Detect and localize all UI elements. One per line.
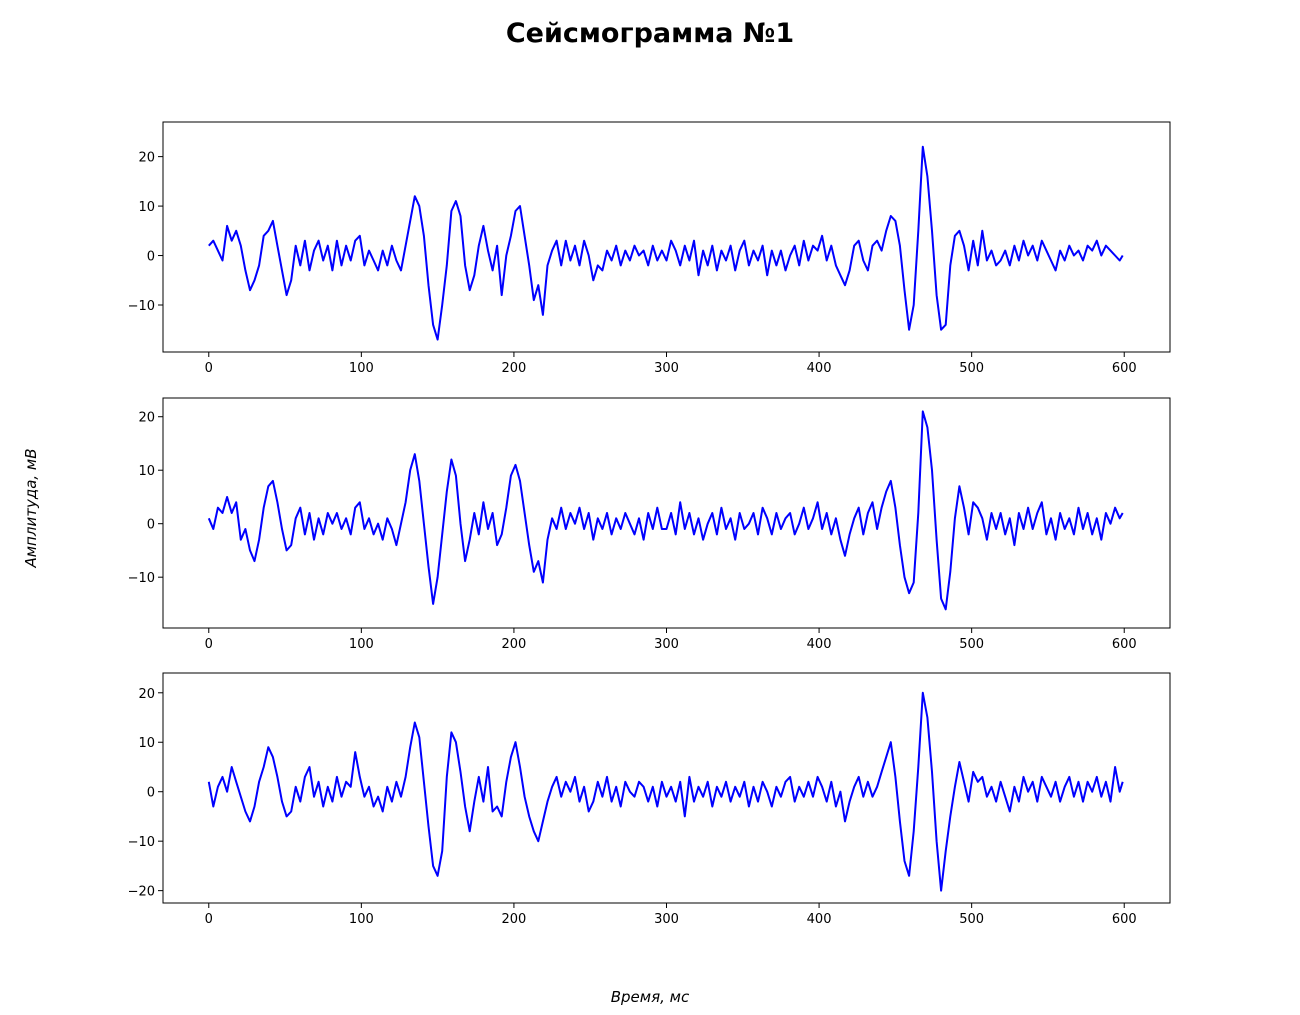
x-tick-label: 600 — [1112, 637, 1137, 652]
series-line-2 — [207, 410, 1124, 611]
x-tick-label: 500 — [959, 912, 984, 927]
x-tick-label: 500 — [959, 361, 984, 376]
y-tick-label: 10 — [138, 736, 155, 751]
x-tick-label: 400 — [807, 912, 832, 927]
y-tick-label: −10 — [128, 835, 155, 850]
x-tick-label: 400 — [807, 361, 832, 376]
x-tick-label: 100 — [349, 637, 374, 652]
y-tick-label: −20 — [128, 885, 155, 900]
x-tick-label: 300 — [654, 912, 679, 927]
y-tick-label: 20 — [138, 411, 155, 426]
y-tick-label: −10 — [128, 571, 155, 586]
y-tick-label: 10 — [138, 200, 155, 215]
x-tick-label: 600 — [1112, 912, 1137, 927]
x-tick-label: 200 — [502, 637, 527, 652]
x-tick-label: 600 — [1112, 361, 1137, 376]
y-tick-label: 0 — [147, 518, 155, 533]
x-tick-label: 0 — [205, 637, 213, 652]
y-tick-label: 10 — [138, 464, 155, 479]
figure-title: Сейсмограмма №1 — [506, 18, 794, 49]
y-tick-label: 20 — [138, 687, 155, 702]
x-tick-label: 100 — [349, 912, 374, 927]
x-tick-label: 0 — [205, 912, 213, 927]
subplot-1: 0 100 200 300 400 500 600 −10 0 10 20 — [128, 121, 1171, 376]
x-axis-label: Время, мс — [611, 988, 690, 1006]
x-tick-label: 400 — [807, 637, 832, 652]
series-line-3 — [207, 691, 1124, 892]
y-tick-label: 0 — [147, 250, 155, 265]
subplot-3: 0 100 200 300 400 500 600 −20 −10 0 10 20 — [128, 672, 1171, 927]
x-tick-label: 500 — [959, 637, 984, 652]
x-tick-label: 300 — [654, 361, 679, 376]
x-tick-label: 0 — [205, 361, 213, 376]
x-tick-label: 200 — [502, 912, 527, 927]
y-tick-label: 0 — [147, 786, 155, 801]
x-tick-label: 100 — [349, 361, 374, 376]
y-tick-label: 20 — [138, 151, 155, 166]
x-tick-label: 300 — [654, 637, 679, 652]
subplot-2: 0 100 200 300 400 500 600 −10 0 10 20 — [128, 397, 1171, 652]
x-tick-label: 200 — [502, 361, 527, 376]
y-tick-label: −10 — [128, 299, 155, 314]
series-line-1 — [208, 145, 1124, 341]
y-axis-label: Амплитуда, мВ — [22, 448, 40, 568]
